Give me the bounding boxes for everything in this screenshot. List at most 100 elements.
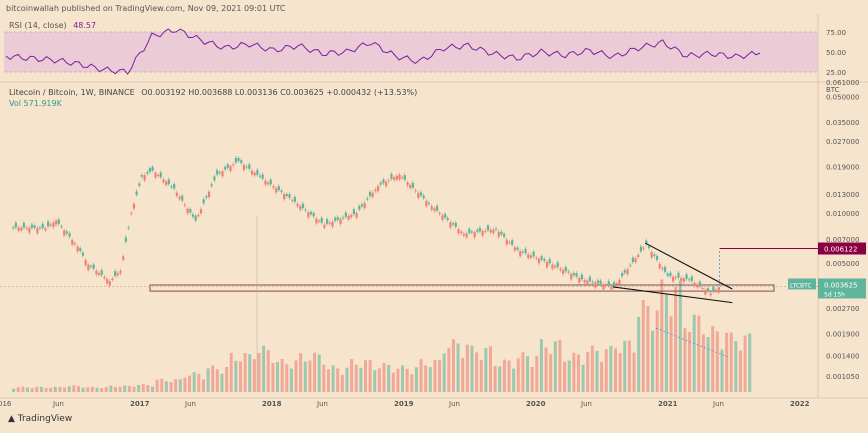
time-axis-tick: 016 (0, 400, 12, 408)
volume-bar (192, 372, 196, 392)
volume-bar (30, 388, 34, 392)
candle-body (497, 231, 500, 237)
rsi-series-line (5, 28, 761, 75)
volume-bar (229, 352, 233, 392)
volume-bar (127, 385, 131, 392)
candle-body (92, 264, 95, 269)
volume-bar (442, 353, 446, 392)
candle-body (140, 175, 144, 177)
candle-body (154, 172, 157, 178)
volume-bar (35, 386, 39, 392)
volume-bar (160, 378, 164, 392)
volume-bar (67, 386, 71, 392)
volume-bar (632, 352, 636, 392)
volume-bar (12, 388, 16, 392)
candle-body (382, 179, 385, 184)
volume-bar (627, 340, 631, 392)
candle-body (441, 215, 444, 220)
candle-body (425, 200, 428, 206)
volume-bar (720, 349, 724, 392)
tv-logo-icon: ▲ (8, 414, 15, 424)
candle-body (663, 266, 667, 272)
candle-body (65, 231, 68, 234)
volume-bar (201, 379, 205, 392)
published-caption: bitcoinwallah published on TradingView.c… (6, 4, 286, 13)
candle-body (449, 222, 452, 228)
candle-body (130, 212, 133, 214)
candle-body (562, 269, 565, 274)
candle-body (371, 192, 374, 197)
volume-bar (132, 386, 136, 392)
candle-body (438, 213, 441, 215)
candle-body (460, 231, 463, 234)
volume-bar (623, 340, 627, 392)
candle-body (634, 258, 637, 263)
candle-body (189, 209, 192, 213)
candle-body (170, 186, 173, 188)
candle-body (138, 183, 141, 186)
candle-body (639, 246, 643, 252)
candle-body (368, 192, 372, 197)
candle-body (25, 227, 28, 229)
volume-bar (567, 360, 571, 392)
tradingview-logo: ▲ TradingView (8, 414, 72, 424)
volume-bar (354, 364, 358, 392)
candle-body (60, 226, 63, 228)
candle-body (559, 268, 562, 271)
volume-bar (39, 386, 43, 392)
main-legend: Litecoin / Bitcoin, 1W, BINANCE O0.00319… (9, 88, 417, 97)
volume-bar (401, 365, 405, 392)
candle-body (395, 175, 398, 180)
candle-body (299, 206, 302, 210)
candle-body (218, 172, 221, 174)
candle-body (409, 185, 412, 189)
volume-bar (90, 386, 94, 392)
candle-body (111, 278, 114, 280)
support-zone-box (149, 284, 775, 292)
candle-body (256, 169, 259, 175)
candle-body (615, 283, 618, 285)
candle-body (519, 251, 522, 257)
volume-bar (484, 348, 488, 392)
candle-body (578, 277, 581, 283)
volume-bar (604, 349, 608, 392)
candle-body (674, 277, 677, 279)
candle-body (462, 233, 465, 236)
volume-bar (701, 334, 705, 392)
candle-body (414, 190, 417, 192)
candle-body (226, 164, 229, 168)
volume-bar (317, 354, 321, 392)
candle-body (513, 247, 516, 251)
volume-bar (271, 362, 275, 392)
volume-bar (382, 363, 386, 392)
candle-body (637, 254, 640, 258)
candle-body (714, 289, 718, 292)
candle-body (613, 282, 616, 287)
candle-body (376, 186, 380, 192)
candle-body (658, 263, 661, 269)
candle-body (156, 174, 160, 176)
volume-bar (363, 360, 367, 392)
volume-bar (387, 364, 391, 392)
price-axis-tick: 0.027000 (826, 138, 859, 146)
candle-body (272, 186, 275, 188)
candle-body (704, 289, 707, 295)
candle-body (454, 222, 457, 227)
volume-bar (248, 354, 252, 392)
candle-body (44, 228, 47, 231)
candle-body (682, 278, 685, 282)
candle-body (604, 285, 608, 287)
candle-body (398, 174, 401, 180)
volume-bar (609, 345, 613, 392)
volume-bar (113, 387, 117, 392)
volume-bar (414, 367, 418, 392)
volume-bar (151, 386, 155, 392)
candle-body (135, 191, 138, 195)
candle-body (406, 182, 409, 186)
candle-body (261, 174, 264, 179)
rsi-axis-label: 75.00 (826, 29, 846, 37)
volume-bar (303, 361, 307, 392)
candle-body (49, 224, 52, 226)
candle-body (71, 239, 74, 245)
volume-bar (220, 373, 224, 392)
